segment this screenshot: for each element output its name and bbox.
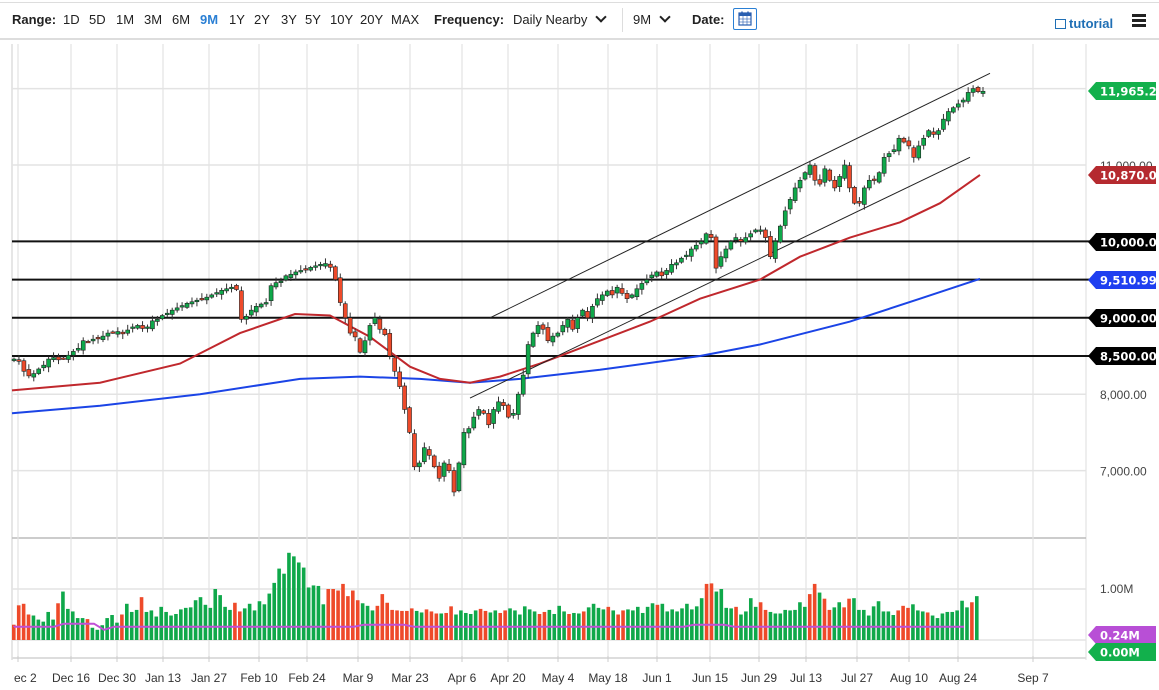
chart-toolbar: Range: 1D 5D 1M 3M 6M 9M 1Y 2Y 3Y 5Y 10Y 20Y MAX Fre… — [0, 0, 1159, 40]
toolbar-divider — [622, 8, 623, 32]
range-button-max[interactable]: MAX — [391, 12, 420, 27]
svg-text:10,870.07: 10,870.07 — [1100, 169, 1159, 183]
svg-text:Apr 20: Apr 20 — [490, 671, 526, 685]
range-button-1m[interactable]: 1M — [116, 12, 135, 27]
toolbar-top-border — [0, 2, 1159, 3]
svg-text:Mar 9: Mar 9 — [343, 671, 374, 685]
svg-text:11,965.25: 11,965.25 — [1100, 85, 1159, 99]
svg-text:0.24M: 0.24M — [1100, 629, 1140, 643]
svg-text:May 4: May 4 — [542, 671, 575, 685]
range-button-5y[interactable]: 5Y — [305, 12, 321, 27]
svg-text:Jun 15: Jun 15 — [692, 671, 728, 685]
volume-average-line — [13, 622, 964, 631]
range-button-5d[interactable]: 5D — [89, 12, 106, 27]
volume-zero-tag: 0.00M — [1088, 643, 1156, 661]
range-button-20y[interactable]: 20Y — [360, 12, 384, 27]
range-button-10y[interactable]: 10Y — [330, 12, 354, 27]
svg-text:0.00M: 0.00M — [1100, 646, 1140, 660]
svg-text:Sep 7: Sep 7 — [1017, 671, 1049, 685]
channel-lower-trendline[interactable] — [469, 156, 971, 399]
calendar-icon — [738, 11, 752, 26]
svg-text:Jan 13: Jan 13 — [145, 671, 181, 685]
svg-text:Dec 30: Dec 30 — [98, 671, 136, 685]
svg-text:ec 2: ec 2 — [14, 671, 37, 685]
svg-text:May 18: May 18 — [588, 671, 628, 685]
tutorial-label: tutorial — [1069, 16, 1114, 31]
range-button-6m[interactable]: 6M — [172, 12, 191, 27]
range-button-1d[interactable]: 1D — [63, 12, 80, 27]
svg-text:Mar 23: Mar 23 — [391, 671, 429, 685]
range-button-3y[interactable]: 3Y — [281, 12, 297, 27]
hamburger-menu-button[interactable] — [1132, 14, 1146, 27]
svg-text:Aug 10: Aug 10 — [890, 671, 928, 685]
volume-average-tag: 0.24M — [1088, 626, 1156, 644]
level-tag-8500: 8,500.00 — [1088, 347, 1157, 365]
svg-text:Jun 1: Jun 1 — [642, 671, 672, 685]
svg-text:Jul 27: Jul 27 — [841, 671, 873, 685]
frequency-label: Frequency: — [434, 12, 505, 27]
svg-text:Jun 29: Jun 29 — [741, 671, 777, 685]
svg-text:Jul 13: Jul 13 — [790, 671, 822, 685]
tutorial-link[interactable]: tutorial — [1055, 16, 1113, 31]
horizontal-gridlines — [12, 87, 1086, 641]
volume-axis-tick: 1.00M — [1100, 582, 1133, 596]
date-axis: ec 2 Dec 16 Dec 30 Jan 13 Jan 27 Feb 10 Feb 24… — [14, 656, 1049, 685]
period-value: 9M — [633, 12, 652, 27]
sma200-line — [11, 277, 981, 415]
range-button-3m[interactable]: 3M — [144, 12, 163, 27]
svg-text:Apr 6: Apr 6 — [448, 671, 477, 685]
last-price-tag: 11,965.25 — [1088, 82, 1159, 100]
film-icon — [1055, 19, 1066, 29]
range-label: Range: — [12, 12, 57, 27]
range-button-1y[interactable]: 1Y — [229, 12, 245, 27]
frequency-value: Daily Nearby — [513, 12, 588, 27]
date-picker-button[interactable] — [733, 8, 757, 30]
svg-text:Dec 16: Dec 16 — [52, 671, 90, 685]
svg-text:Feb 10: Feb 10 — [240, 671, 278, 685]
date-label: Date: — [692, 12, 725, 27]
sma50-value-tag: 10,870.07 — [1088, 166, 1159, 184]
range-button-2y[interactable]: 2Y — [254, 12, 270, 27]
svg-text:7,000.00: 7,000.00 — [1100, 465, 1147, 479]
svg-text:10,000.00: 10,000.00 — [1100, 236, 1159, 250]
svg-text:9,000.00: 9,000.00 — [1100, 312, 1157, 326]
svg-text:8,500.00: 8,500.00 — [1100, 350, 1157, 364]
frequency-dropdown[interactable]: Daily Nearby — [513, 11, 608, 27]
sma200-value-tag: 9,510.99 — [1088, 271, 1157, 289]
channel-upper-trendline[interactable] — [489, 72, 991, 319]
svg-text:8,000.00: 8,000.00 — [1100, 388, 1147, 402]
svg-text:Aug 24: Aug 24 — [939, 671, 977, 685]
level-tag-9000: 9,000.00 — [1088, 309, 1157, 327]
candlesticks — [11, 85, 986, 497]
period-dropdown[interactable]: 9M — [633, 11, 671, 27]
support-resistance-levels — [12, 240, 1090, 357]
svg-text:9,510.99: 9,510.99 — [1100, 274, 1157, 288]
vertical-gridlines — [17, 44, 1034, 658]
svg-text:Jan 27: Jan 27 — [191, 671, 227, 685]
level-tag-10000: 10,000.00 — [1088, 233, 1159, 251]
svg-text:Feb 24: Feb 24 — [288, 671, 326, 685]
range-button-9m[interactable]: 9M — [200, 12, 219, 27]
sma50-line — [11, 174, 981, 392]
